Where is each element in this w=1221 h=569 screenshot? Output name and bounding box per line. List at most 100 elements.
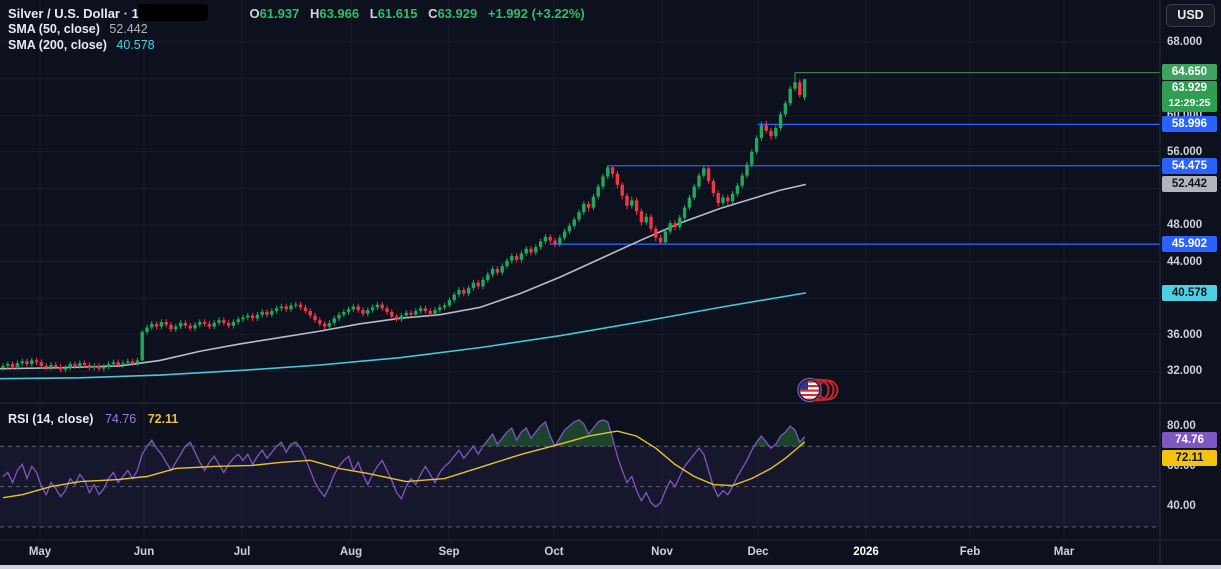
time-axis-label: Sep	[438, 546, 460, 558]
rsi-legend[interactable]: RSI (14, close) 74.76 72.11	[8, 412, 178, 426]
rsi-overbought-fill	[773, 426, 805, 447]
candle-body	[750, 151, 754, 165]
sma200-value: 40.578	[116, 38, 155, 52]
candle-body	[702, 168, 706, 176]
candle-body	[764, 125, 768, 131]
candle-body	[111, 362, 116, 365]
candle-body	[711, 181, 716, 193]
bottom-scrollbar-strip[interactable]	[0, 565, 1221, 569]
open-label: O	[249, 6, 260, 21]
candle-body	[534, 246, 538, 253]
candle-body	[44, 365, 48, 368]
candle-body	[524, 248, 528, 254]
price-tick-label: 36.000	[1167, 328, 1203, 341]
price-level-badge: 58.996	[1162, 116, 1217, 132]
candle-body	[476, 282, 480, 287]
rsi-label: RSI (14, close)	[8, 412, 94, 426]
candle-body	[673, 223, 677, 227]
candle-body	[97, 365, 101, 369]
candle-body	[582, 203, 586, 213]
candle-body	[284, 306, 288, 310]
currency-button[interactable]: USD	[1166, 4, 1215, 27]
candle-body	[558, 237, 562, 245]
candle-body	[601, 176, 605, 187]
candle-body	[399, 315, 404, 320]
candle-body	[318, 320, 322, 324]
candle-body	[404, 312, 408, 316]
candle-body	[759, 125, 764, 139]
candle-body	[500, 266, 504, 273]
candle-body	[562, 231, 567, 238]
sma200-legend[interactable]: SMA (200, close) 40.578	[8, 38, 155, 52]
price-tick-label: 68.000	[1167, 36, 1203, 48]
time-axis-label: Mar	[1053, 546, 1075, 558]
candle-body	[87, 364, 92, 368]
candle-body	[73, 364, 77, 366]
rsi-tick-label: 80.00	[1167, 420, 1196, 432]
candle-body	[658, 237, 663, 243]
candle-body	[783, 103, 788, 115]
candle-body	[486, 274, 490, 280]
candle-body	[207, 323, 212, 327]
candle-body	[255, 314, 260, 319]
candle-body	[481, 279, 485, 287]
candle-body	[154, 323, 159, 327]
candle-body	[15, 363, 20, 367]
candle-body	[610, 167, 615, 174]
current-price-badge: 63.929 12:29:25	[1162, 81, 1217, 112]
candle-body	[788, 88, 792, 104]
candle-body	[596, 186, 600, 197]
sma50-line	[0, 183, 807, 370]
candle-body	[265, 311, 269, 315]
sma50-label: SMA (50, close)	[8, 22, 100, 36]
candle-body	[394, 316, 399, 320]
candle-body	[351, 306, 356, 310]
symbol-title[interactable]: Silver / U.S. Dollar	[8, 6, 120, 21]
candle-body	[639, 211, 644, 223]
price-tick-label: 44.000	[1167, 255, 1203, 268]
candle-body	[620, 184, 624, 196]
candle-body	[346, 309, 351, 312]
candle-body	[34, 360, 39, 363]
candle-body	[457, 289, 461, 295]
candle-body	[198, 321, 202, 325]
price-level-badge: 64.650	[1162, 64, 1217, 80]
candle-body	[668, 223, 672, 232]
countdown-timer: 12:29:25	[1168, 97, 1211, 109]
candle-body	[778, 114, 783, 129]
candle-body	[414, 311, 418, 315]
candle-body	[332, 318, 336, 323]
rsi-ma-line	[2, 430, 806, 499]
candle-body	[20, 361, 24, 364]
candle-body	[495, 268, 500, 273]
rsi-value-badge: 72.11	[1162, 450, 1217, 466]
candle-body	[654, 228, 658, 238]
candle-body	[380, 304, 384, 309]
candle-body	[246, 315, 250, 318]
candle-body	[385, 308, 389, 312]
price-tick-label: 32.000	[1167, 365, 1203, 378]
candle-body	[433, 310, 437, 314]
time-axis-label: Feb	[959, 546, 981, 558]
candle-body	[226, 322, 231, 326]
candle-body	[663, 231, 668, 243]
sma200-line	[0, 292, 807, 380]
sma50-legend[interactable]: SMA (50, close) 52.442	[8, 22, 148, 36]
us-flag-event-icon[interactable]	[796, 376, 840, 404]
candle-body	[289, 305, 293, 310]
change-value: +1.992 (+3.22%)	[487, 6, 585, 21]
low-value: 61.615	[377, 6, 418, 21]
candle-body	[106, 364, 111, 367]
candle-body	[798, 82, 802, 96]
close-value: 63.929	[437, 6, 478, 21]
price-level-badge: 40.578	[1162, 285, 1217, 301]
price-level-badge: 54.475	[1162, 158, 1217, 174]
rsi-tick-label: 40.00	[1167, 500, 1196, 512]
rsi-value-badge: 74.76	[1162, 432, 1217, 448]
candle-body	[721, 197, 725, 204]
symbol-header[interactable]: Silver / U.S. Dollar · 1D · O61.937 H63.…	[8, 6, 585, 21]
candle-body	[279, 306, 284, 309]
candle-body	[121, 363, 125, 365]
